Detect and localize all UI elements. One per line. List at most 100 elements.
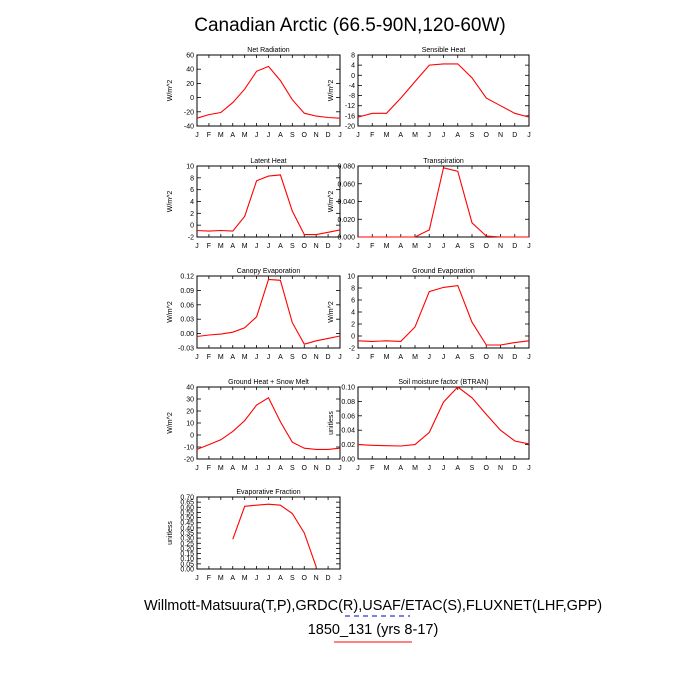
ground-heat-snow-melt-x-tick-label: J: [255, 465, 259, 472]
ground-evaporation-x-tick-label: S: [470, 354, 475, 361]
panel-soil-moisture-factor-btran: Soil moisture factor (BTRAN) J F M A M J J A S O N D…: [328, 379, 531, 472]
transpiration-x-tick-label: M: [412, 243, 418, 250]
canopy-evaporation-x-tick-label: J: [267, 354, 271, 361]
ground-heat-snow-melt-y-axis-label: W/m^2: [167, 412, 174, 434]
latent-heat-y-tick-label: 8: [190, 175, 194, 182]
ground-heat-snow-melt-x-tick-label: A: [230, 465, 235, 472]
latent-heat-y-axis-label: W/m^2: [167, 191, 174, 213]
transpiration-series-line: [358, 167, 529, 238]
footer-sources: Willmott-Matsuura(T,P),GRDC(R),USAF/ETAC…: [144, 598, 602, 614]
latent-heat-y-tick-label: 2: [190, 211, 194, 218]
soil-moisture-factor-btran-x-tick-label: M: [412, 465, 418, 472]
net-radiation-x-tick-label: D: [326, 132, 331, 139]
evaporative-fraction-x-tick-label: N: [314, 575, 319, 582]
ground-evaporation-x-tick-label: F: [370, 354, 374, 361]
sensible-heat-y-tick-label: 8: [351, 53, 355, 60]
evaporative-fraction-y-tick-label: 0.50: [180, 515, 194, 522]
canopy-evaporation-series-line: [196, 278, 341, 345]
net-radiation-series-line: [196, 65, 341, 119]
sensible-heat-y-tick-label: -8: [349, 93, 355, 100]
evaporative-fraction-x-tick-label: J: [195, 575, 199, 582]
evaporative-fraction-y-tick-label: 0.65: [180, 500, 194, 507]
ground-evaporation-y-tick-label: 2: [351, 322, 355, 329]
canopy-evaporation-x-tick-label: J: [255, 354, 259, 361]
ground-evaporation-x-tick-label: D: [512, 354, 517, 361]
sensible-heat-series-line: [357, 63, 530, 118]
ground-heat-snow-melt-x-tick-label: F: [207, 465, 211, 472]
ground-heat-snow-melt-x-tick-label: S: [290, 465, 295, 472]
latent-heat-x-tick-label: N: [314, 243, 319, 250]
soil-moisture-factor-btran-y-tick-label: 0.08: [341, 399, 355, 406]
ground-evaporation-x-tick-label: N: [498, 354, 503, 361]
latent-heat-x-tick-label: J: [255, 243, 259, 250]
sensible-heat-x-tick-label: J: [428, 132, 432, 139]
latent-heat-x-tick-label: J: [195, 243, 199, 250]
evaporative-fraction-y-tick-label: 0.00: [180, 567, 194, 574]
net-radiation-x-tick-label: A: [278, 132, 283, 139]
sensible-heat-y-tick-label: 4: [351, 63, 355, 70]
soil-moisture-factor-btran-x-tick-label: F: [370, 465, 374, 472]
evaporative-fraction-x-tick-label: J: [338, 575, 342, 582]
transpiration-x-tick-label: A: [398, 243, 403, 250]
ground-heat-snow-melt-x-tick-label: D: [326, 465, 331, 472]
evaporative-fraction-y-tick-label: 0.45: [180, 520, 194, 527]
transpiration-y-tick-label: 0.000: [337, 235, 355, 242]
net-radiation-y-tick-label: -20: [184, 109, 194, 116]
soil-moisture-factor-btran-x-tick-label: S: [470, 465, 475, 472]
transpiration-x-tick-label: O: [484, 243, 490, 250]
evaporative-fraction-x-tick-label: M: [242, 575, 248, 582]
evaporative-fraction-y-tick-label: 0.35: [180, 531, 194, 538]
net-radiation-x-tick-label: M: [218, 132, 224, 139]
ground-heat-snow-melt-panel-title: Ground Heat + Snow Melt: [228, 379, 309, 386]
latent-heat-x-tick-label: F: [207, 243, 211, 250]
ground-heat-snow-melt-x-tick-label: J: [195, 465, 199, 472]
ground-heat-snow-melt-y-tick-label: -10: [184, 445, 194, 452]
soil-moisture-factor-btran-x-tick-label: J: [356, 465, 360, 472]
soil-moisture-factor-btran-x-tick-label: J: [428, 465, 432, 472]
evaporative-fraction-x-tick-label: A: [230, 575, 235, 582]
canopy-evaporation-x-tick-label: J: [195, 354, 199, 361]
sensible-heat-x-tick-label: D: [512, 132, 517, 139]
net-radiation-x-tick-label: S: [290, 132, 295, 139]
canopy-evaporation-x-tick-label: J: [338, 354, 342, 361]
ground-heat-snow-melt-x-tick-label: M: [218, 465, 224, 472]
ground-evaporation-x-tick-label: J: [356, 354, 360, 361]
canopy-evaporation-x-tick-label: A: [230, 354, 235, 361]
net-radiation-x-tick-label: J: [195, 132, 199, 139]
ground-heat-snow-melt-y-tick-label: 20: [186, 409, 194, 416]
transpiration-x-tick-label: J: [428, 243, 432, 250]
canopy-evaporation-panel-title: Canopy Evaporation: [237, 268, 301, 275]
canopy-evaporation-x-tick-label: O: [302, 354, 308, 361]
figure-title: Canadian Arctic (66.5-90N,120-60W): [194, 15, 506, 36]
canopy-evaporation-x-tick-label: M: [218, 354, 224, 361]
transpiration-x-tick-label: M: [384, 243, 390, 250]
ground-evaporation-x-tick-label: A: [398, 354, 403, 361]
sensible-heat-y-tick-label: 0: [351, 73, 355, 80]
evaporative-fraction-y-tick-label: 0.60: [180, 505, 194, 512]
ground-evaporation-x-tick-label: A: [455, 354, 460, 361]
canopy-evaporation-x-tick-label: S: [290, 354, 295, 361]
canopy-evaporation-y-tick-label: 0.03: [180, 317, 194, 324]
net-radiation-x-tick-label: A: [230, 132, 235, 139]
evaporative-fraction-x-tick-label: J: [267, 575, 271, 582]
ground-heat-snow-melt-x-tick-label: O: [302, 465, 308, 472]
evaporative-fraction-x-tick-label: O: [302, 575, 308, 582]
soil-moisture-factor-btran-y-tick-label: 0.06: [341, 413, 355, 420]
latent-heat-x-tick-label: A: [230, 243, 235, 250]
sensible-heat-y-tick-label: -16: [345, 113, 355, 120]
soil-moisture-factor-btran-x-tick-label: J: [442, 465, 446, 472]
soil-moisture-factor-btran-x-tick-label: O: [484, 465, 490, 472]
ground-heat-snow-melt-y-tick-label: 0: [190, 433, 194, 440]
ground-evaporation-panel-title: Ground Evaporation: [412, 268, 475, 275]
evaporative-fraction-y-tick-label: 0.70: [180, 495, 194, 502]
ground-evaporation-x-tick-label: M: [412, 354, 418, 361]
soil-moisture-factor-btran-x-tick-label: J: [527, 465, 531, 472]
ground-heat-snow-melt-x-tick-label: J: [267, 465, 271, 472]
soil-moisture-factor-btran-x-tick-label: M: [384, 465, 390, 472]
soil-moisture-factor-btran-x-tick-label: D: [512, 465, 517, 472]
canopy-evaporation-y-tick-label: 0.12: [180, 274, 194, 281]
